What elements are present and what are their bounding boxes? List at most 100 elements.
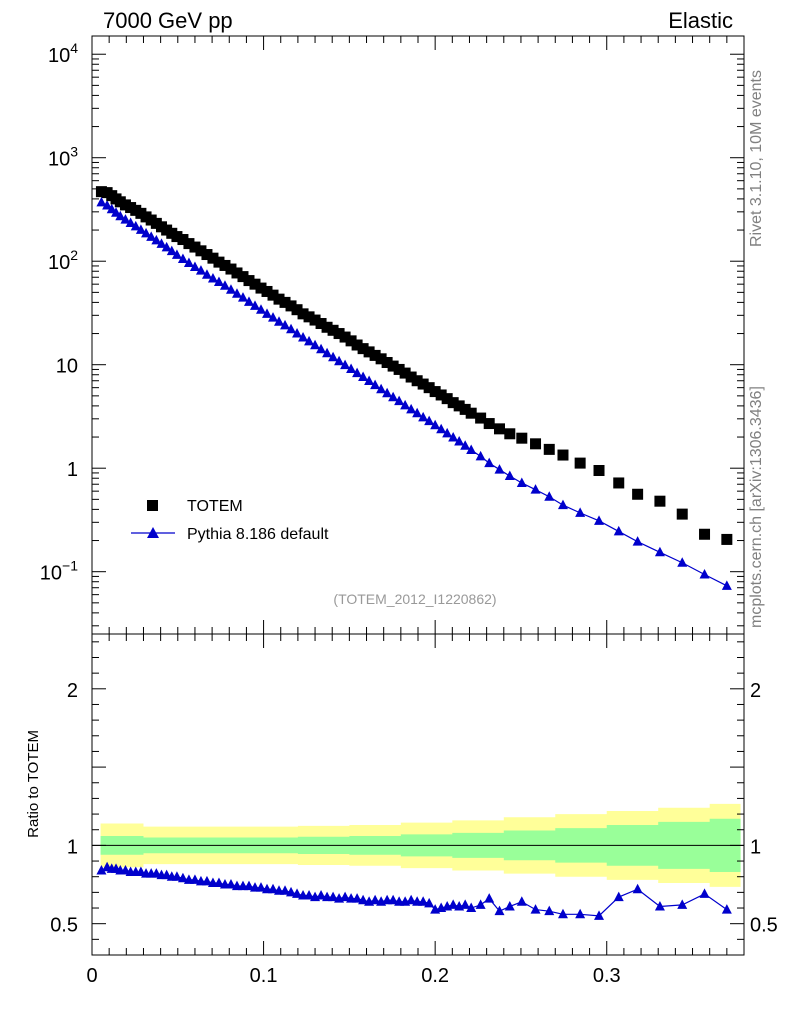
ratio-pythia-point: [530, 904, 541, 914]
totem-point: [411, 375, 423, 387]
ratio-pythia-point: [358, 894, 369, 905]
totem-point: [219, 259, 231, 271]
pythia-point: [213, 276, 224, 286]
totem-point: [417, 378, 429, 390]
pythia-point: [677, 557, 688, 567]
pythia-point: [130, 220, 141, 231]
totem-point: [213, 256, 225, 268]
side-label-rivet: Rivet 3.1.10, 10M events: [748, 70, 765, 247]
pythia-point: [436, 423, 447, 434]
ratio-pythia-point: [340, 891, 351, 902]
header-right-label: Elastic: [668, 8, 733, 33]
pythia-point: [466, 444, 477, 454]
totem-point: [447, 397, 459, 409]
pythia-point: [394, 395, 405, 406]
pythia-point: [177, 253, 188, 264]
totem-point: [381, 357, 393, 369]
pythia-point: [161, 241, 172, 252]
pythia-point: [171, 249, 182, 259]
totem-point: [291, 304, 303, 316]
totem-point: [459, 403, 471, 415]
legend-marker-pythia: [147, 527, 159, 538]
totem-point: [721, 533, 733, 545]
pythia-point: [516, 477, 527, 487]
pythia-point: [328, 351, 339, 362]
pythia-point: [364, 375, 375, 386]
ratio-pythia-point: [225, 879, 236, 889]
pythia-point: [151, 234, 162, 245]
pythia-point: [225, 284, 236, 294]
ratio-pythia-point: [575, 908, 586, 919]
pythia-point: [141, 227, 152, 238]
pythia-point: [280, 319, 291, 330]
totem-point: [231, 267, 243, 279]
pythia-point: [207, 273, 218, 283]
ratio-pythia-point: [594, 910, 605, 920]
totem-point: [321, 321, 333, 333]
pythia-point: [475, 450, 486, 461]
totem-point: [574, 457, 586, 469]
pythia-point: [292, 328, 303, 338]
totem-point: [483, 418, 495, 430]
ratio-pythia-point: [677, 899, 688, 909]
ratio-pythia-point: [280, 885, 291, 895]
main-ytick-label: 102: [48, 247, 78, 274]
totem-point: [327, 324, 339, 336]
pythia-point: [376, 383, 387, 394]
ratio-pythia-point: [699, 888, 710, 898]
ratio-pythia-point: [557, 908, 568, 919]
pythia-point: [120, 214, 131, 224]
pythia-point: [460, 440, 471, 450]
ratio-panel: 0 0.1 0.2 0.3 0.5 0.5 1 1 2 2: [50, 633, 778, 987]
ratio-pythia-point: [370, 894, 381, 905]
pythia-point: [195, 265, 206, 275]
totem-point: [345, 335, 357, 347]
totem-point: [543, 443, 555, 455]
pythia-point: [96, 196, 107, 207]
pythia-point: [304, 335, 315, 346]
ratio-pythia-point: [632, 883, 643, 894]
ratio-pythia-point: [484, 893, 495, 903]
pythia-point: [256, 304, 267, 314]
totem-point: [441, 393, 453, 405]
pythia-point: [382, 387, 393, 398]
totem-point: [183, 238, 195, 250]
ratio-xtick-label: 0: [86, 965, 97, 987]
totem-point: [309, 314, 321, 326]
ratio-pythia-point: [316, 889, 327, 900]
totem-point: [405, 371, 417, 383]
ratio-pythia-point: [494, 905, 505, 916]
pythia-point: [632, 536, 643, 546]
totem-point: [95, 186, 107, 198]
pythia-point: [125, 217, 136, 227]
pythia-point: [412, 407, 423, 418]
totem-point: [613, 477, 625, 489]
totem-point: [279, 296, 291, 308]
pythia-point: [484, 457, 495, 468]
pythia-point: [231, 288, 242, 298]
ratio-pythia-point: [544, 905, 555, 916]
totem-point: [369, 349, 381, 361]
pythia-point: [504, 470, 515, 481]
ratio-pythia-point: [292, 888, 303, 898]
totem-point: [339, 331, 351, 343]
main-ytick-label: 10−1: [40, 558, 78, 585]
totem-point: [429, 386, 441, 398]
pythia-point: [430, 419, 441, 430]
totem-point: [504, 428, 516, 440]
totem-point: [225, 263, 237, 275]
totem-point: [171, 231, 183, 243]
pythia-point: [115, 210, 126, 221]
totem-point: [654, 495, 666, 507]
totem-point: [393, 363, 405, 375]
main-frame: [91, 35, 745, 635]
pythia-point: [340, 359, 351, 370]
totem-point: [530, 438, 542, 450]
pythia-point: [243, 296, 254, 306]
pythia-point: [442, 427, 453, 438]
pythia-point: [721, 580, 732, 590]
pythia-point: [250, 300, 260, 310]
pythia-point: [237, 292, 248, 302]
ratio-ytick-label: 2: [67, 680, 78, 702]
pythia-point: [286, 323, 297, 334]
